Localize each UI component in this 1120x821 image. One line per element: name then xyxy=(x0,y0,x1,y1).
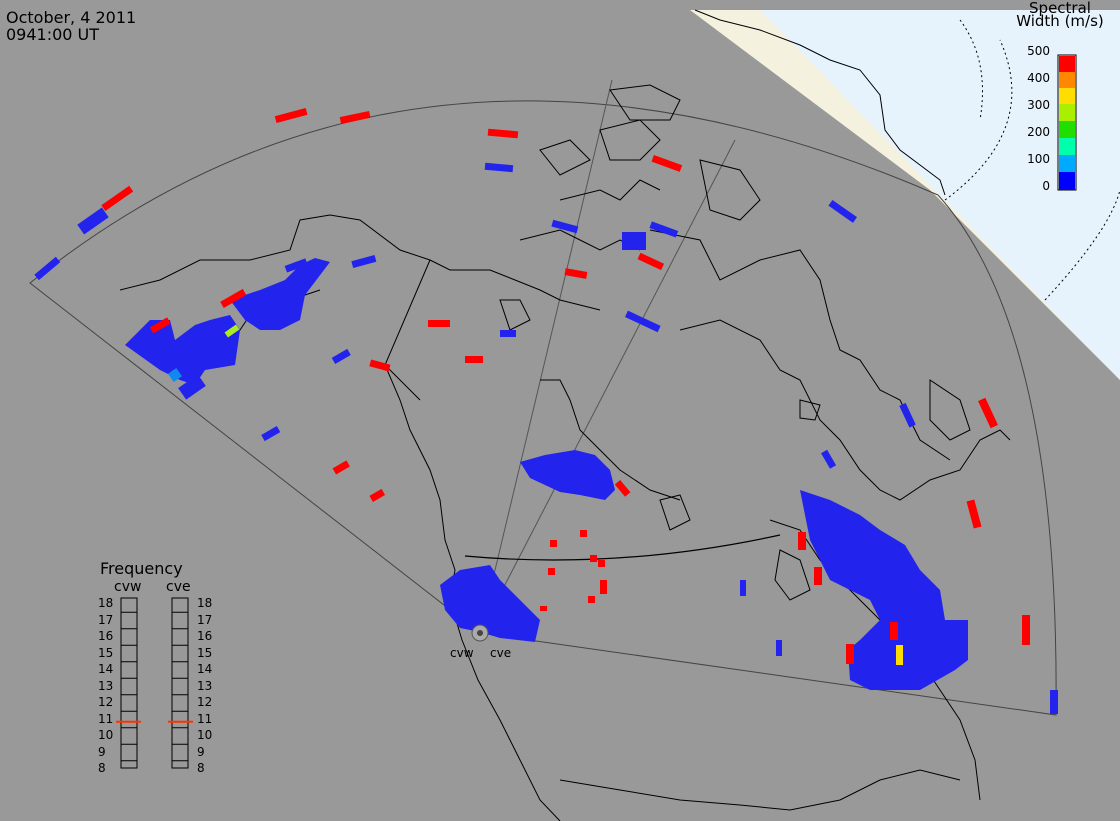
site-label-cvw: cvw xyxy=(450,646,474,660)
frequency-scale-label: 8 xyxy=(197,761,205,775)
spectral-width-colorbar xyxy=(1057,54,1077,191)
canada-us-border xyxy=(464,534,781,561)
frequency-scale-label: 13 xyxy=(98,678,114,693)
frequency-scale-label: 9 xyxy=(98,744,106,759)
site-label-cve: cve xyxy=(490,646,512,660)
date-label: October, 4 2011 xyxy=(6,8,137,27)
frequency-scale-label: 11 xyxy=(98,711,114,726)
spectral-width-tick: 200 xyxy=(1027,125,1050,139)
field-of-view-outline xyxy=(29,100,1057,716)
latitude-circle-dotted-3 xyxy=(959,19,983,121)
radar-echoes xyxy=(34,107,1058,714)
alaska-canada-border xyxy=(384,259,431,401)
frequency-scale-label: 18 xyxy=(98,596,114,610)
frequency-columns xyxy=(116,597,193,769)
spectral-width-tick: 100 xyxy=(1027,152,1050,166)
polar-coastline xyxy=(694,9,946,196)
frequency-scale-label: 17 xyxy=(197,612,213,627)
spectral-width-tick: 0 xyxy=(1042,179,1050,193)
frequency-scale-label: 9 xyxy=(197,744,205,759)
frequency-column-cve-label: cve xyxy=(166,579,191,595)
frequency-scale-label: 11 xyxy=(197,711,213,726)
beam-boundary-cvw xyxy=(479,79,613,634)
spectral-width-tick: 300 xyxy=(1027,98,1050,112)
frequency-column-cvw-label: cvw xyxy=(114,579,142,595)
frequency-scale-label: 15 xyxy=(98,645,114,660)
frequency-scale-label: 12 xyxy=(98,695,114,709)
frequency-scale-label: 13 xyxy=(197,678,213,693)
frequency-scale-label: 10 xyxy=(197,728,213,742)
spectral-width-title-line2: Width (m/s) xyxy=(1016,12,1104,30)
frequency-scale-label: 15 xyxy=(197,645,213,660)
frequency-scale-label: 14 xyxy=(98,662,114,676)
beam-boundary-cve xyxy=(479,139,736,634)
spectral-width-tick: 400 xyxy=(1027,71,1050,85)
frequency-scale-label: 16 xyxy=(197,629,213,643)
frequency-scale-label: 10 xyxy=(98,728,114,742)
frequency-scale-label: 12 xyxy=(197,695,213,709)
frequency-scale-label: 8 xyxy=(98,761,106,775)
polar-region xyxy=(760,10,1120,380)
frequency-scale-label: 14 xyxy=(197,662,213,676)
frequency-scale-label: 18 xyxy=(197,596,213,610)
frequency-title: Frequency xyxy=(100,559,183,578)
time-label: 0941:00 UT xyxy=(6,25,100,44)
spectral-width-title-line1: Spectral xyxy=(1029,0,1091,17)
frequency-scale-label: 16 xyxy=(98,629,114,643)
latitude-circle-dotted-2 xyxy=(1044,189,1120,301)
spectral-width-tick: 500 xyxy=(1027,44,1050,58)
frequency-scale-label: 17 xyxy=(98,612,114,627)
